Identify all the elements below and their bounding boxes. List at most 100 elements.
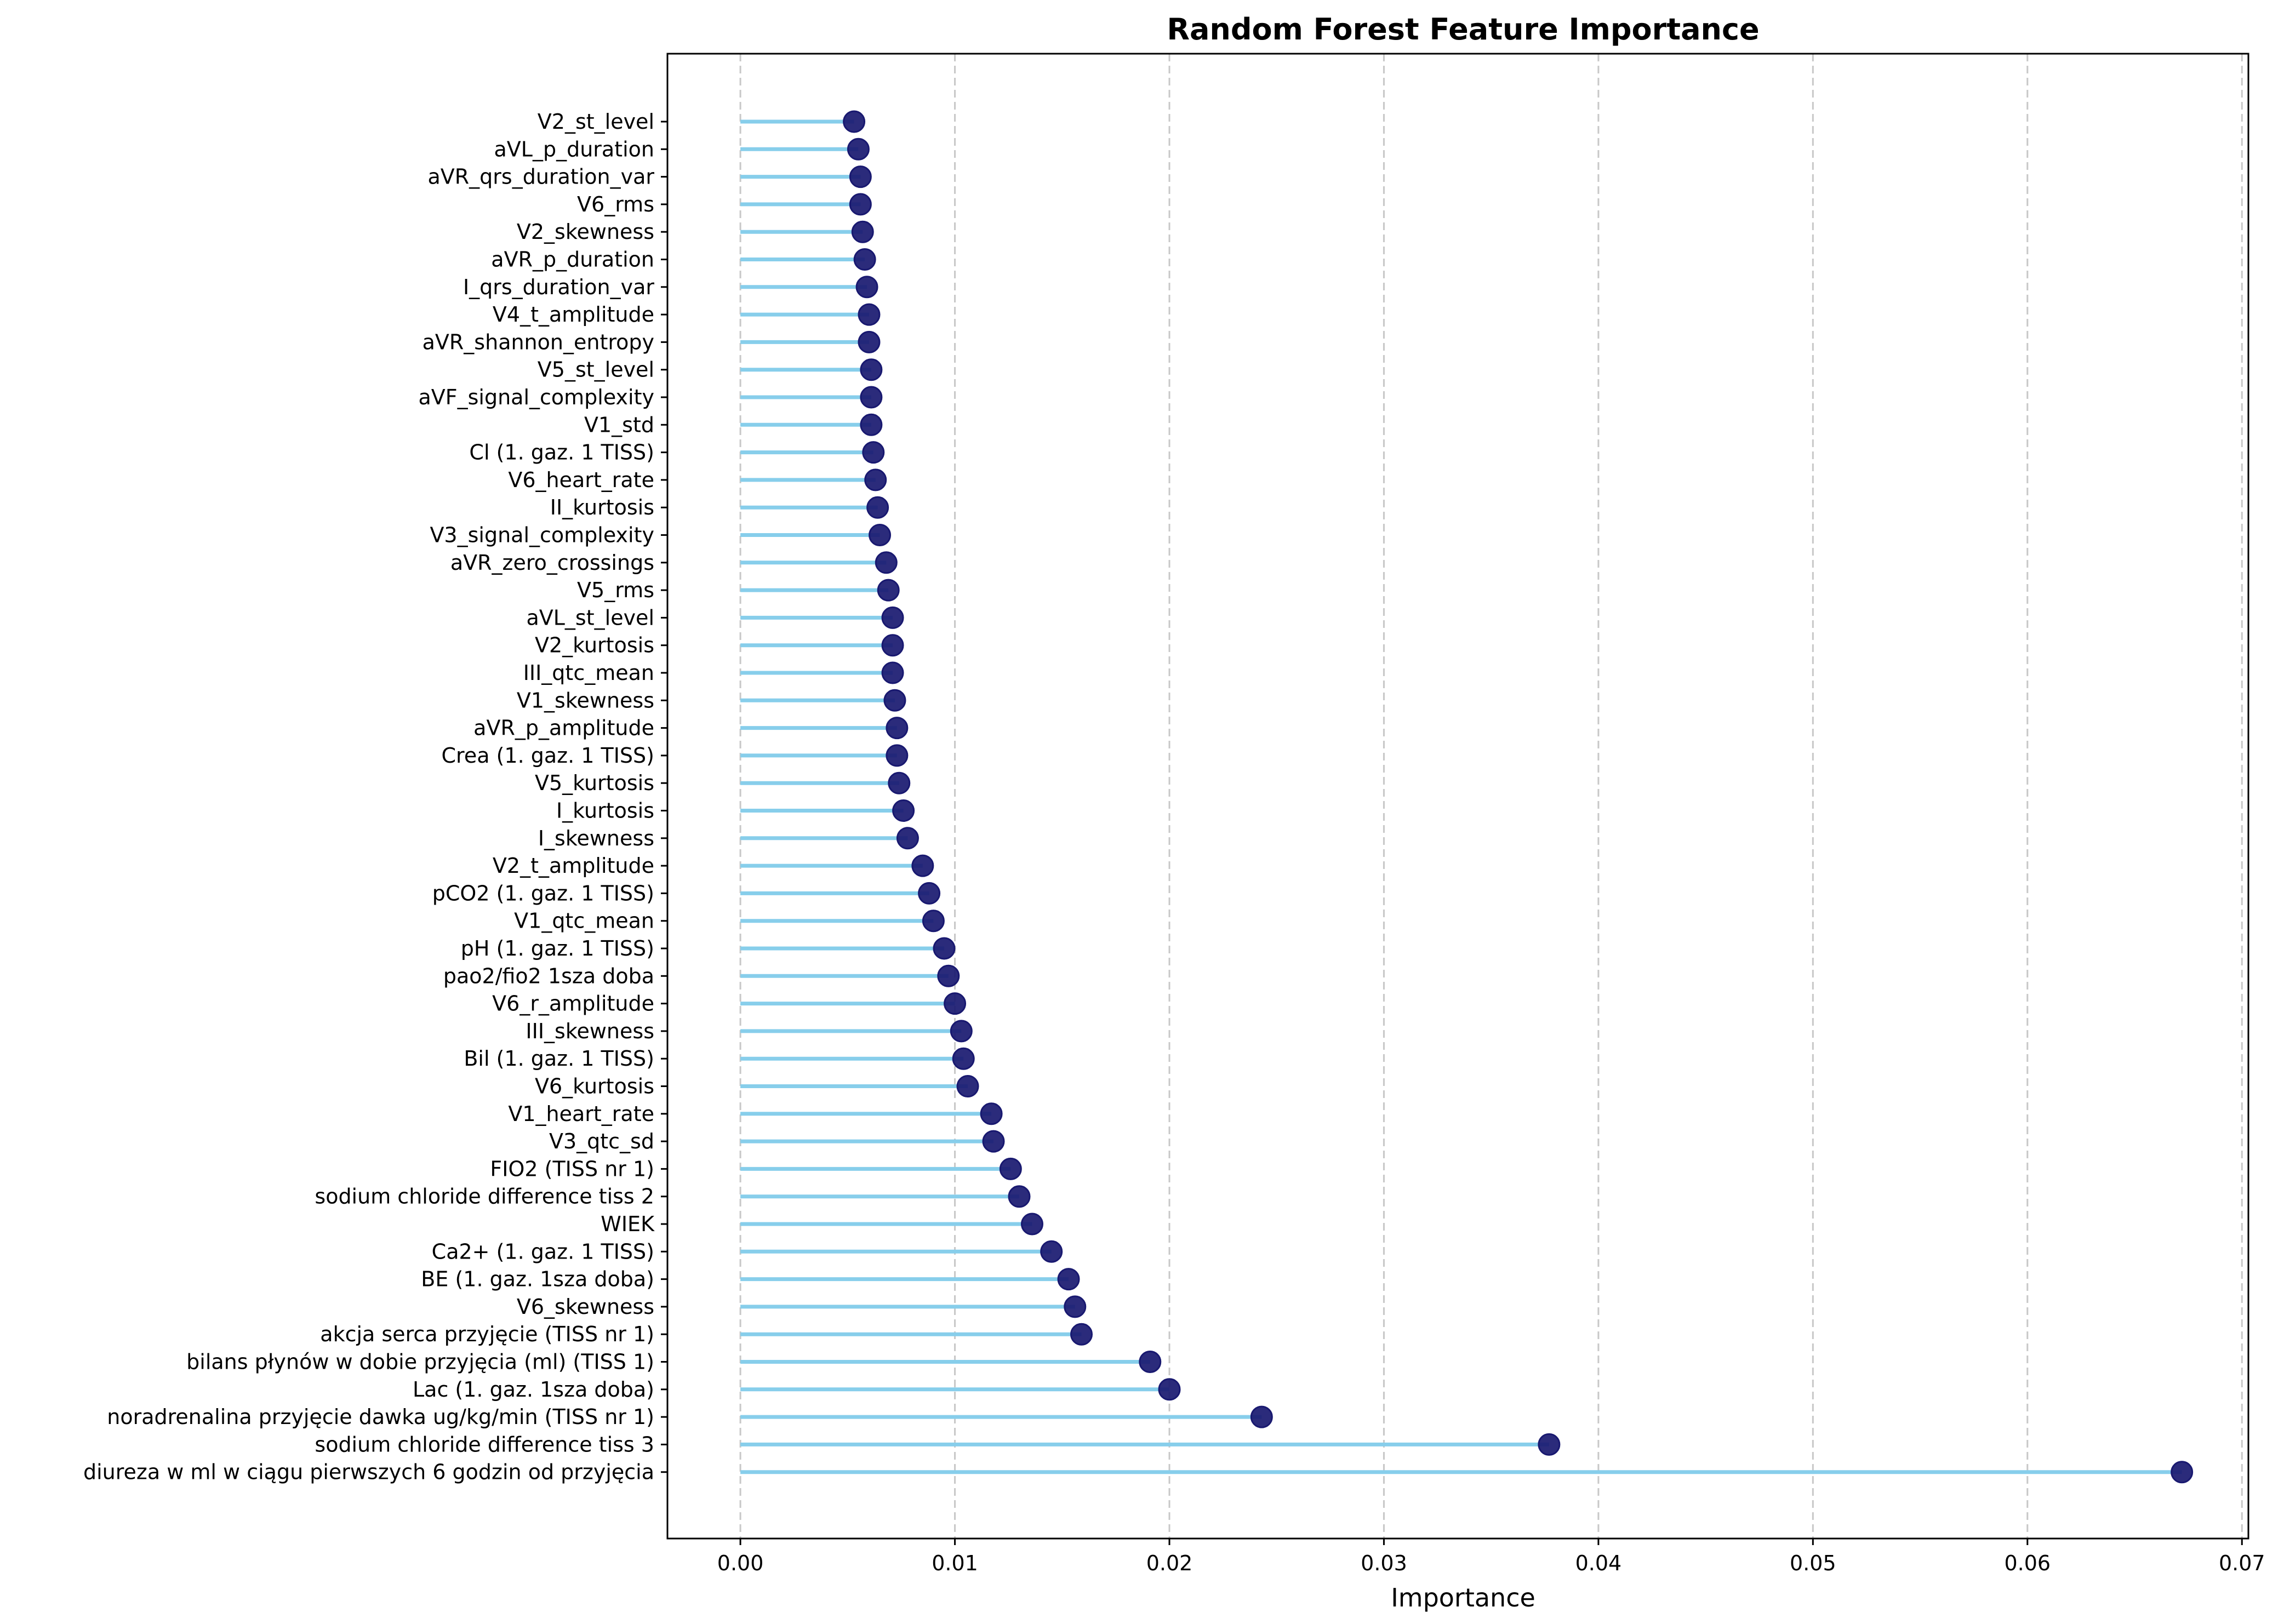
plot-frame [666,53,2249,1540]
data-point [1064,1295,1087,1318]
data-point [1158,1378,1181,1401]
data-point [1538,1433,1561,1456]
y-tick-label: sodium chloride difference tiss 2 [315,1185,654,1209]
y-tick-label: aVL_p_duration [494,137,654,161]
data-point [982,1130,1005,1153]
y-tick-label: diureza w ml w ciągu pierwszych 6 godzin… [83,1460,654,1484]
y-tick-label: BE (1. gaz. 1sza doba) [421,1267,654,1291]
data-point [1040,1240,1063,1263]
y-tick-label: V1_heart_rate [508,1102,654,1126]
y-tick-label: I_kurtosis [556,799,654,823]
chart-title: Random Forest Feature Importance [1167,12,1759,47]
data-point [869,524,892,546]
data-point [864,468,887,491]
data-point [843,110,866,133]
y-tick-label: II_kurtosis [550,495,654,519]
stems [740,119,2182,1474]
y-tick-label: aVR_shannon_entropy [422,330,654,354]
data-point [847,138,870,161]
y-tick-label: V4_t_amplitude [493,302,654,327]
y-tick-label: aVR_p_amplitude [473,716,654,740]
data-point [937,964,960,987]
data-point [860,358,883,381]
y-tick-label: FIO2 (TISS nr 1) [490,1157,654,1181]
data-point [877,579,900,602]
data-point [1139,1351,1162,1373]
data-point [933,937,956,960]
data-point [849,193,872,216]
y-tick-label: I_skewness [538,826,654,850]
y-tick-label: V1_qtc_mean [514,909,654,933]
y-tick-label: V3_qtc_sd [549,1129,654,1153]
data-point [875,551,898,574]
y-tick-label: aVR_qrs_duration_var [427,165,654,189]
x-tick-label: 0.02 [1146,1551,1193,1575]
data-point [858,303,881,326]
y-tick-label: pCO2 (1. gaz. 1 TISS) [432,881,654,905]
data-point [999,1157,1022,1180]
data-point [881,661,904,684]
data-point [1008,1185,1031,1208]
data-point [849,165,872,188]
y-tick-label: V2_st_level [538,110,654,134]
y-tick-label: aVR_p_duration [491,248,654,272]
data-point [860,413,883,436]
data-point [892,799,915,822]
x-tick-label: 0.05 [1790,1551,1836,1575]
y-tick-label: V1_std [584,413,654,437]
y-tick-label: V2_kurtosis [535,633,654,657]
x-tick-label: 0.06 [2005,1551,2051,1575]
data-point [862,441,885,464]
y-tick-label: bilans płynów w dobie przyjęcia (ml) (TI… [186,1350,654,1374]
data-point [888,771,911,794]
y-tick-label: V6_skewness [517,1295,654,1319]
y-tick-label: noradrenalina przyjęcie dawka ug/kg/min … [107,1405,654,1429]
y-tick-label: V6_rms [577,192,654,216]
markers [843,110,2194,1484]
data-point [911,854,934,877]
y-tick-label: Crea (1. gaz. 1 TISS) [442,744,654,768]
x-tick-label: 0.04 [1575,1551,1622,1575]
y-tick-labels: V2_st_level aVL_p_duration aVR_qrs_duratio… [83,110,667,1484]
y-tick-label: V5_kurtosis [535,771,654,795]
y-tick-label: Cl (1. gaz. 1 TISS) [469,441,654,465]
data-point [886,744,909,767]
y-tick-label: V6_heart_rate [508,468,654,492]
x-tick-label: 0.01 [932,1551,978,1575]
y-tick-label: III_skewness [526,1019,654,1043]
data-point [866,496,889,519]
data-point [853,248,876,271]
y-tick-label: III_qtc_mean [523,661,654,685]
y-tick-label: aVR_zero_crossings [450,551,654,575]
y-tick-label: akcja serca przyjęcie (TISS nr 1) [320,1322,654,1346]
data-point [860,386,883,409]
y-tick-label: V1_skewness [517,688,654,712]
data-point [918,882,941,905]
data-point [944,992,967,1015]
y-tick-label: Ca2+ (1. gaz. 1 TISS) [432,1239,654,1263]
x-tick-label: 0.00 [717,1551,764,1575]
y-tick-label: V5_st_level [538,358,654,382]
y-tick-label: V5_rms [577,578,654,602]
data-point [858,330,881,353]
data-point [851,220,874,243]
data-point [1070,1323,1093,1346]
y-tick-label: pH (1. gaz. 1 TISS) [461,936,654,960]
data-point [1250,1405,1273,1428]
data-point [1057,1268,1080,1291]
x-axis-label: Importance [1391,1583,1535,1612]
x-tick-label: 0.07 [2219,1551,2265,1575]
data-point [1020,1213,1043,1236]
x-tick-label: 0.03 [1361,1551,1407,1575]
x-ticks: 0.00 0.01 0.02 0.03 0.04 0.05 0.06 0.07 [717,1539,2265,1575]
y-tick-label: V2_t_amplitude [493,854,654,878]
y-tick-label: pao2/fio2 1sza doba [443,964,654,988]
y-tick-label: sodium chloride difference tiss 3 [315,1432,654,1456]
data-point [886,717,909,740]
y-tick-label: Lac (1. gaz. 1sza doba) [413,1377,654,1402]
y-tick-label: V3_signal_complexity [430,523,654,547]
y-tick-label: WIEK [601,1212,655,1236]
data-point [896,827,919,850]
data-point [980,1102,1003,1125]
